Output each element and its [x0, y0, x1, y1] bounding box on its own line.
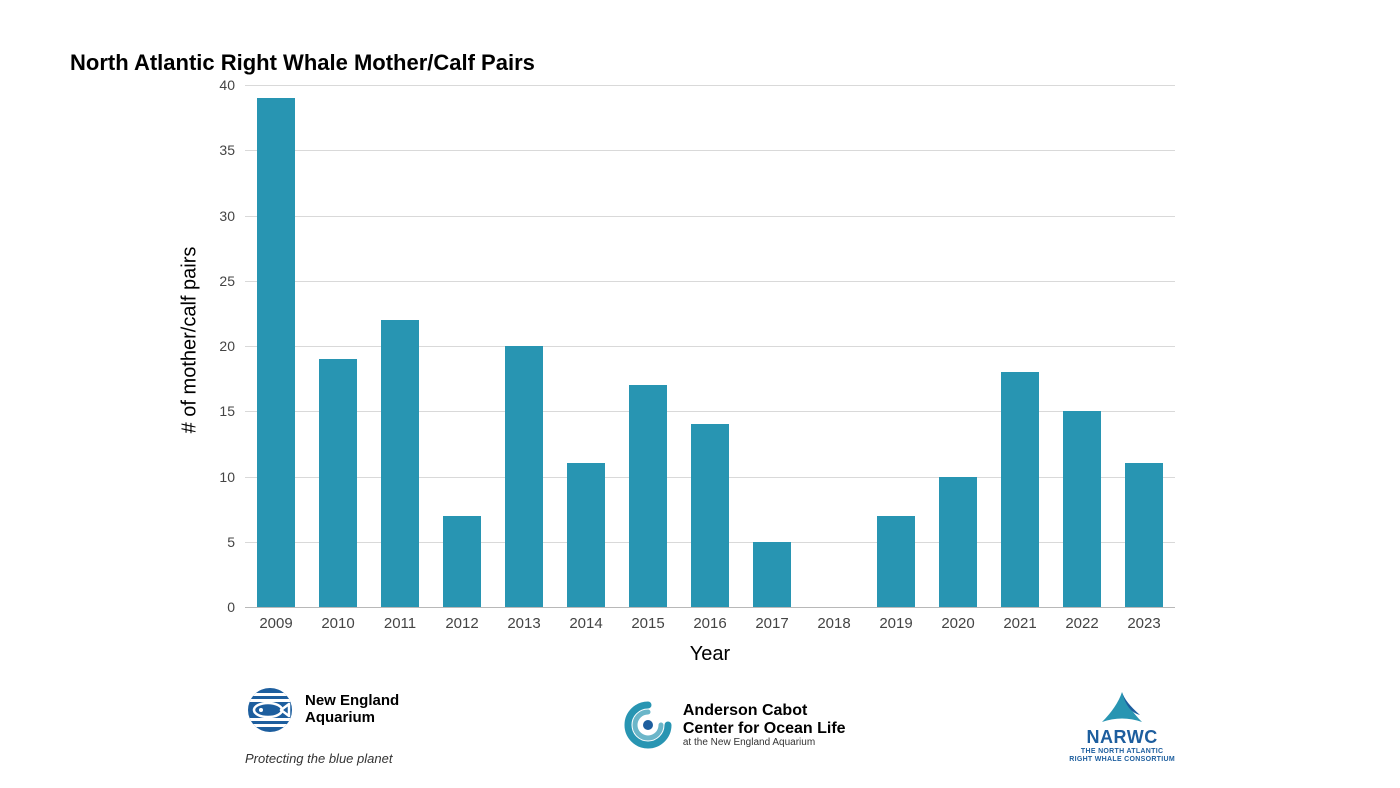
xtick-label: 2014: [569, 615, 602, 632]
neaq-logo: New England Aquarium Protecting the blue…: [245, 685, 399, 766]
bar: [1063, 411, 1101, 607]
bar: [505, 346, 543, 607]
ytick-label: 5: [195, 534, 235, 550]
xtick-label: 2013: [507, 615, 540, 632]
xtick-label: 2017: [755, 615, 788, 632]
bar: [877, 516, 915, 607]
gridline: [245, 85, 1175, 86]
xtick-label: 2011: [384, 615, 416, 632]
narwc-sub: THE NORTH ATLANTIC RIGHT WHALE CONSORTIU…: [1069, 748, 1175, 763]
x-axis-label: Year: [690, 643, 730, 666]
narwc-name: NARWC: [1087, 727, 1158, 748]
ytick-label: 35: [195, 142, 235, 158]
xtick-label: 2019: [879, 615, 912, 632]
accol-name: Anderson Cabot Center for Ocean Life: [683, 702, 846, 737]
narwc-icon: [1092, 687, 1152, 727]
neaq-icon: [245, 685, 295, 735]
logo-row: New England Aquarium Protecting the blue…: [245, 680, 1175, 770]
xtick-label: 2009: [259, 615, 292, 632]
bar: [1125, 463, 1163, 607]
bar: [381, 320, 419, 607]
xtick-label: 2020: [941, 615, 974, 632]
bar: [567, 463, 605, 607]
bar: [629, 385, 667, 607]
accol-logo: Anderson Cabot Center for Ocean Life at …: [623, 700, 846, 750]
ytick-label: 10: [195, 469, 235, 485]
y-axis-label: # of mother/calf pairs: [179, 247, 202, 434]
neaq-tagline: Protecting the blue planet: [245, 751, 392, 766]
bar: [443, 516, 481, 607]
x-axis-line: [245, 607, 1175, 608]
xtick-label: 2021: [1003, 615, 1036, 632]
xtick-label: 2012: [445, 615, 478, 632]
gridline: [245, 281, 1175, 282]
xtick-label: 2016: [693, 615, 726, 632]
ytick-label: 40: [195, 77, 235, 93]
chart-title: North Atlantic Right Whale Mother/Calf P…: [70, 50, 535, 76]
bar: [753, 542, 791, 607]
xtick-label: 2018: [817, 615, 850, 632]
narwc-logo: NARWC THE NORTH ATLANTIC RIGHT WHALE CON…: [1069, 687, 1175, 763]
bar-chart: 0510152025303540200920102011201220132014…: [245, 85, 1175, 607]
bar: [319, 359, 357, 607]
bar: [691, 424, 729, 607]
ytick-label: 0: [195, 599, 235, 615]
xtick-label: 2023: [1127, 615, 1160, 632]
bar: [939, 477, 977, 608]
gridline: [245, 150, 1175, 151]
page: North Atlantic Right Whale Mother/Calf P…: [0, 0, 1400, 788]
xtick-label: 2022: [1065, 615, 1098, 632]
accol-icon: [623, 700, 673, 750]
bar: [1001, 372, 1039, 607]
xtick-label: 2010: [321, 615, 354, 632]
xtick-label: 2015: [631, 615, 664, 632]
gridline: [245, 216, 1175, 217]
accol-sub: at the New England Aquarium: [683, 737, 846, 748]
neaq-name: New England Aquarium: [305, 693, 399, 726]
ytick-label: 30: [195, 208, 235, 224]
bar: [257, 98, 295, 607]
